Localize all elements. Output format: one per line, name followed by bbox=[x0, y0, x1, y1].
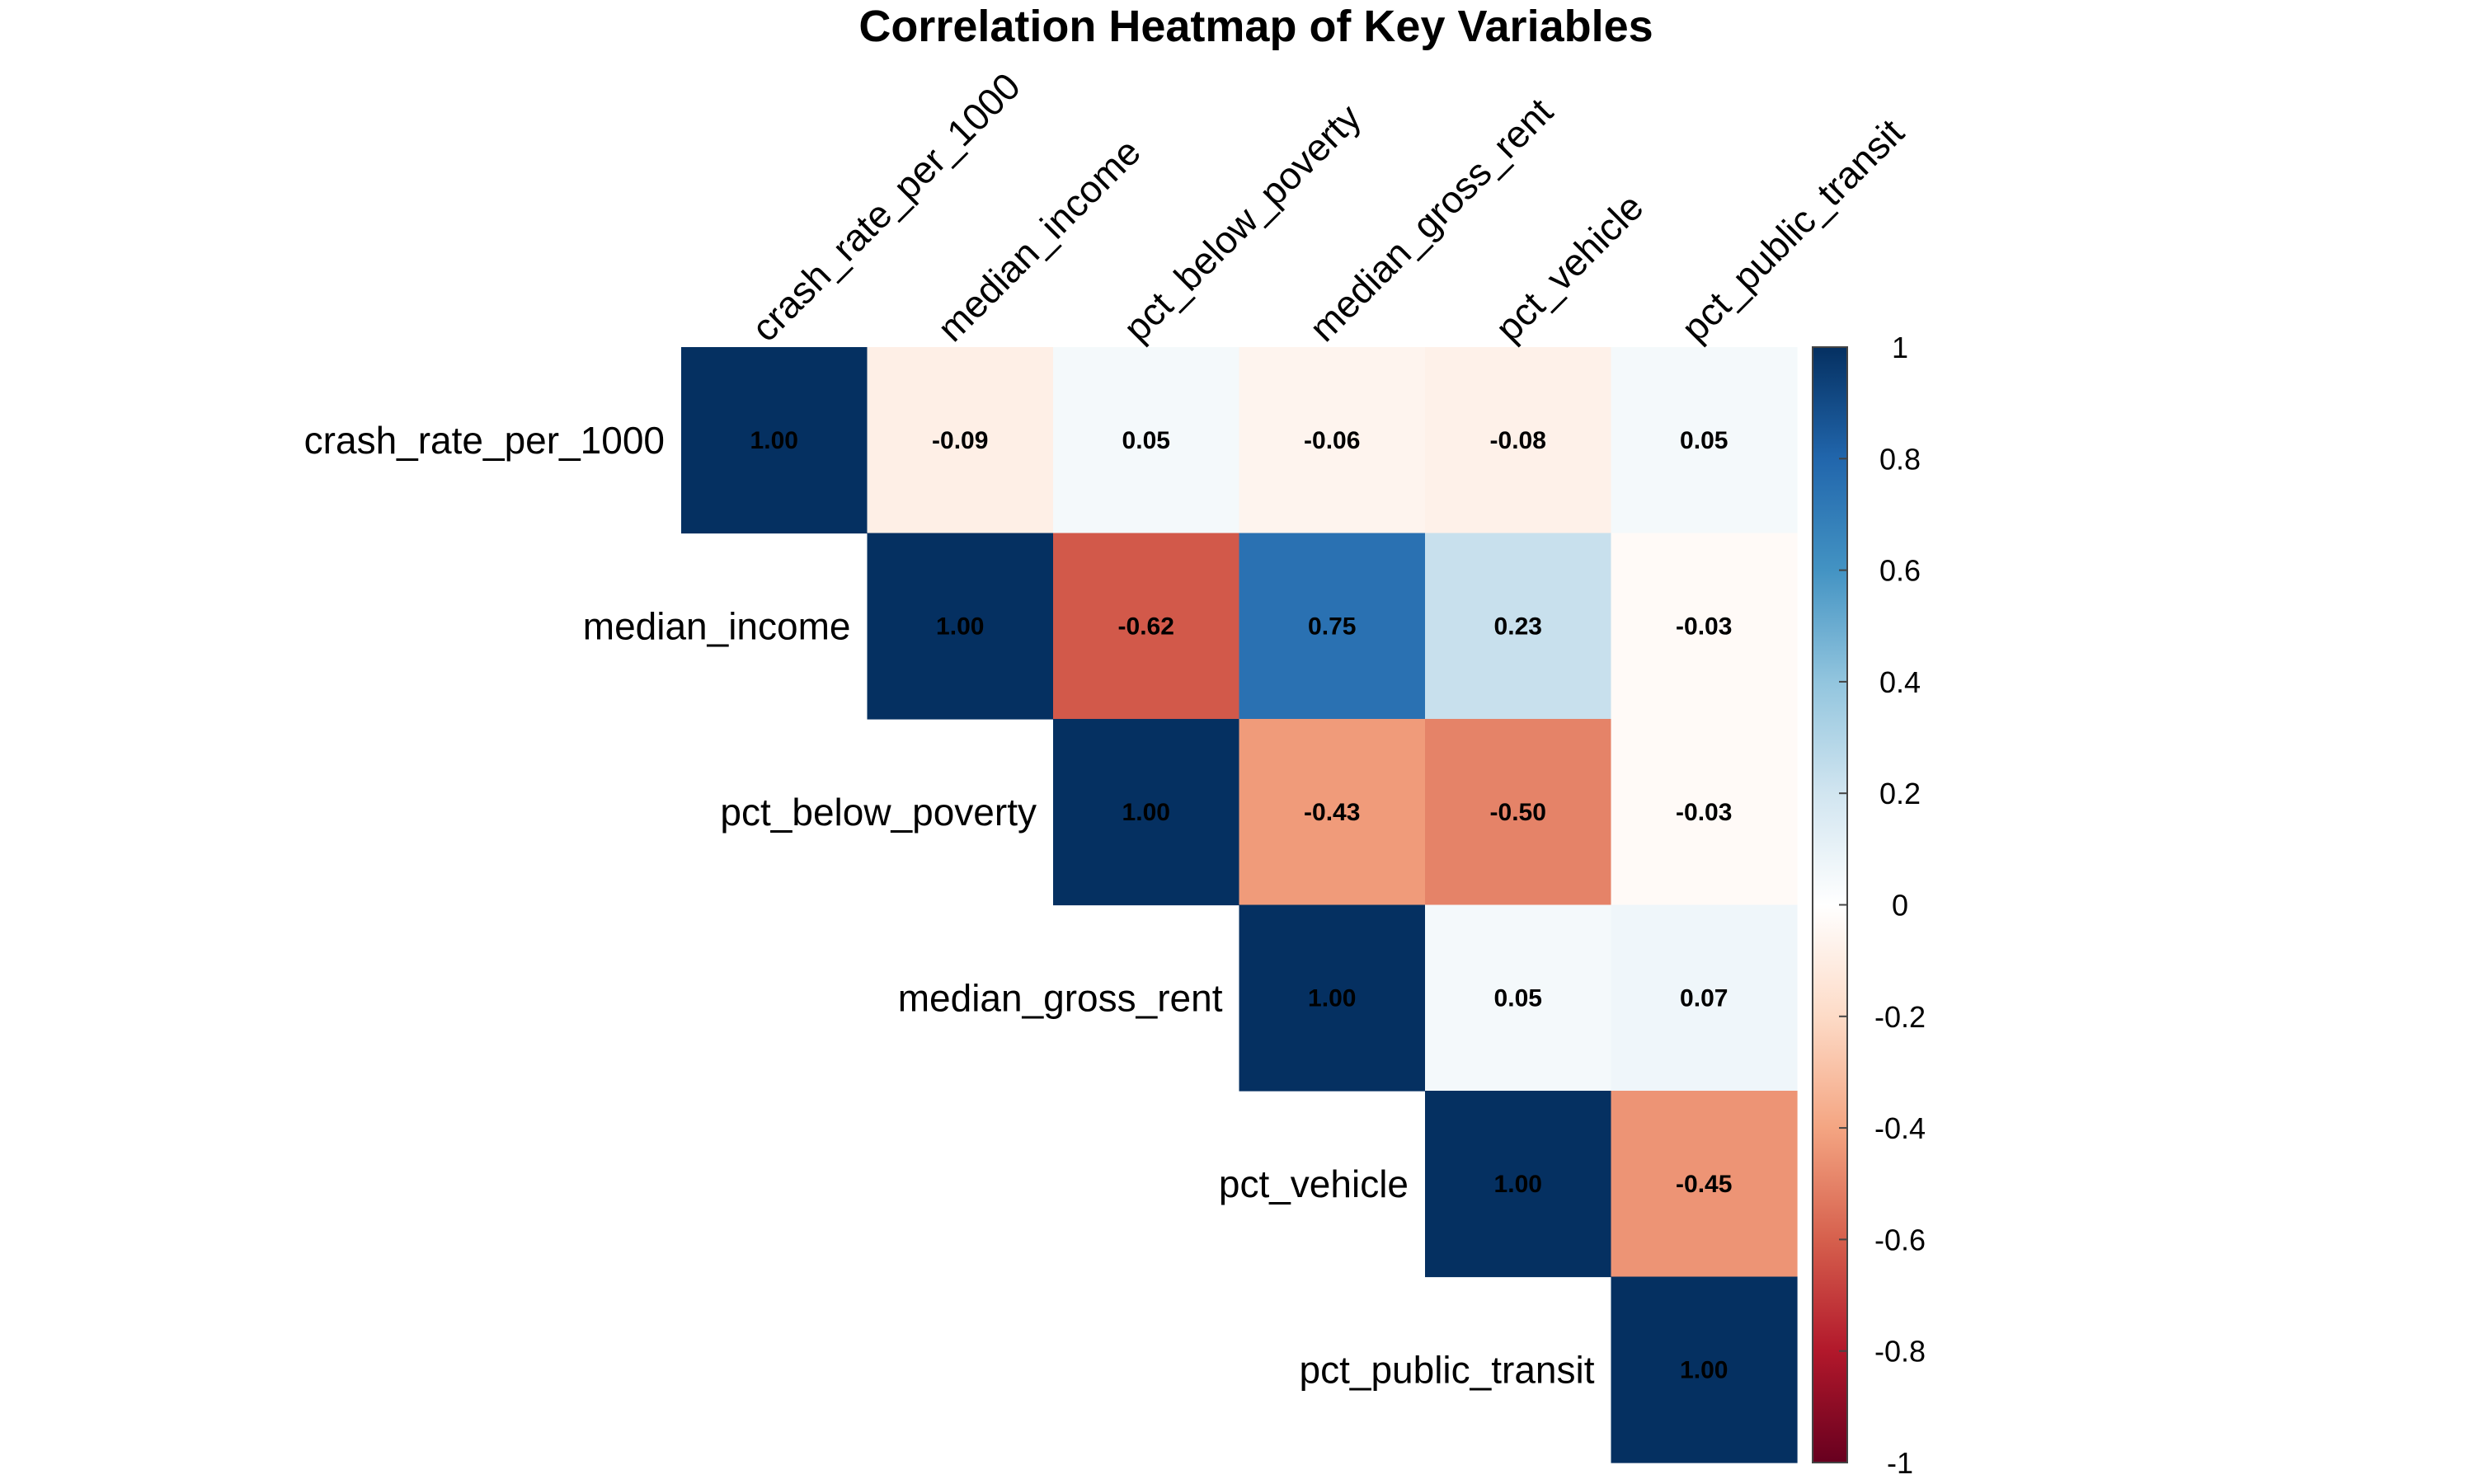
cell-value-label: -0.09 bbox=[932, 427, 988, 454]
cell-value-label: -0.08 bbox=[1490, 427, 1546, 454]
heatmap-cell-median_income-pct_vehicle bbox=[1425, 533, 1612, 720]
row-label-crash_rate_per_1000: crash_rate_per_1000 bbox=[304, 419, 665, 462]
heatmap-cell-crash_rate_per_1000-median_gross_rent bbox=[1239, 347, 1426, 534]
cell-value-label: -0.03 bbox=[1676, 799, 1732, 826]
cell-value-label: 0.07 bbox=[1680, 984, 1728, 1012]
colorbar-tick-label: 0.8 bbox=[1879, 442, 1921, 476]
colorbar-tick-label: -0.6 bbox=[1874, 1223, 1926, 1256]
cell-value-label: -0.45 bbox=[1676, 1171, 1732, 1198]
cell-value-label: 0.05 bbox=[1122, 427, 1170, 454]
row-label-pct_below_poverty: pct_below_poverty bbox=[720, 791, 1037, 834]
heatmap-cell-pct_vehicle-pct_vehicle bbox=[1425, 1091, 1612, 1278]
heatmap-cell-median_income-pct_below_poverty bbox=[1053, 533, 1240, 720]
cell-value-label: 1.00 bbox=[750, 427, 798, 454]
row-label-pct_public_transit: pct_public_transit bbox=[1300, 1348, 1595, 1391]
cell-value-label: 1.00 bbox=[936, 613, 984, 640]
cell-value-label: 0.75 bbox=[1308, 613, 1356, 640]
heatmap-cell-pct_vehicle-pct_public_transit bbox=[1611, 1091, 1798, 1278]
colorbar-tick-label: 0.4 bbox=[1879, 665, 1921, 699]
colorbar-tick-label: -0.2 bbox=[1874, 1000, 1926, 1034]
colorbar-tick-label: 0.2 bbox=[1879, 777, 1921, 810]
heatmap-cell-pct_below_poverty-pct_public_transit bbox=[1611, 719, 1798, 906]
heatmap-cell-median_income-median_income bbox=[867, 533, 1054, 720]
heatmap-cell-crash_rate_per_1000-median_income bbox=[867, 347, 1054, 534]
column-labels: crash_rate_per_1000median_incomepct_belo… bbox=[743, 64, 1912, 350]
heatmap-cell-median_income-pct_public_transit bbox=[1611, 533, 1798, 720]
cell-value-label: 1.00 bbox=[1122, 799, 1170, 826]
heatmap-cell-crash_rate_per_1000-pct_below_poverty bbox=[1053, 347, 1240, 534]
heatmap-cell-median_gross_rent-pct_vehicle bbox=[1425, 904, 1612, 1092]
cell-value-label: -0.06 bbox=[1304, 427, 1360, 454]
cell-value-label: 1.00 bbox=[1680, 1356, 1728, 1383]
heatmap-cell-crash_rate_per_1000-pct_vehicle bbox=[1425, 347, 1612, 534]
heatmap-cell-crash_rate_per_1000-pct_public_transit bbox=[1611, 347, 1798, 534]
column-label-median_income: median_income bbox=[929, 130, 1149, 350]
heatmap-cell-median_income-median_gross_rent bbox=[1239, 533, 1426, 720]
heatmap-cell-pct_public_transit-pct_public_transit bbox=[1611, 1276, 1798, 1463]
heatmap-cell-pct_below_poverty-median_gross_rent bbox=[1239, 719, 1426, 906]
chart-title: Correlation Heatmap of Key Variables bbox=[858, 2, 1653, 51]
colorbar-tick-label: 1 bbox=[1892, 331, 1908, 364]
heatmap-cell-pct_below_poverty-pct_vehicle bbox=[1425, 719, 1612, 906]
colorbar: 1 0.8 0.6 0.4 0.2 0 -0.2 -0.4 -0.6 -0.8 -1 bbox=[1812, 331, 1926, 1480]
colorbar-tick-label: -0.4 bbox=[1874, 1111, 1926, 1145]
row-label-median_gross_rent: median_gross_rent bbox=[898, 976, 1223, 1019]
cell-value-label: -0.03 bbox=[1676, 613, 1732, 640]
cell-value-label: -0.43 bbox=[1304, 799, 1360, 826]
cell-value-label: 0.23 bbox=[1494, 613, 1542, 640]
cell-value-label: 1.00 bbox=[1308, 984, 1356, 1012]
cell-value-labels: 1.00 -0.09 0.05 -0.06 -0.08 0.05 1.00 -0.62 0.75… bbox=[750, 427, 1733, 1384]
heatmap-cell-median_gross_rent-pct_public_transit bbox=[1611, 904, 1798, 1092]
heatmap-cells bbox=[681, 347, 1798, 1463]
row-label-pct_vehicle: pct_vehicle bbox=[1219, 1162, 1409, 1205]
cell-value-label: 0.05 bbox=[1494, 984, 1542, 1012]
cell-value-label: 1.00 bbox=[1494, 1171, 1542, 1198]
cell-value-label: -0.62 bbox=[1118, 613, 1174, 640]
row-label-median_income: median_income bbox=[583, 604, 851, 647]
colorbar-tick-label: 0 bbox=[1892, 889, 1908, 923]
cell-value-label: 0.05 bbox=[1680, 427, 1728, 454]
colorbar-tick-label: -1 bbox=[1887, 1446, 1913, 1480]
heatmap-cell-crash_rate_per_1000-crash_rate_per_1000 bbox=[681, 347, 868, 534]
heatmap-cell-median_gross_rent-median_gross_rent bbox=[1239, 904, 1426, 1092]
cell-value-label: -0.50 bbox=[1490, 799, 1546, 826]
colorbar-tick-label: 0.6 bbox=[1879, 554, 1921, 588]
colorbar-tick-label: -0.8 bbox=[1874, 1335, 1926, 1369]
heatmap-cell-pct_below_poverty-pct_below_poverty bbox=[1053, 719, 1240, 906]
column-label-pct_public_transit: pct_public_transit bbox=[1673, 110, 1912, 350]
row-labels: crash_rate_per_1000 median_income pct_belo… bbox=[304, 419, 1595, 1392]
column-label-pct_vehicle: pct_vehicle bbox=[1487, 186, 1652, 350]
